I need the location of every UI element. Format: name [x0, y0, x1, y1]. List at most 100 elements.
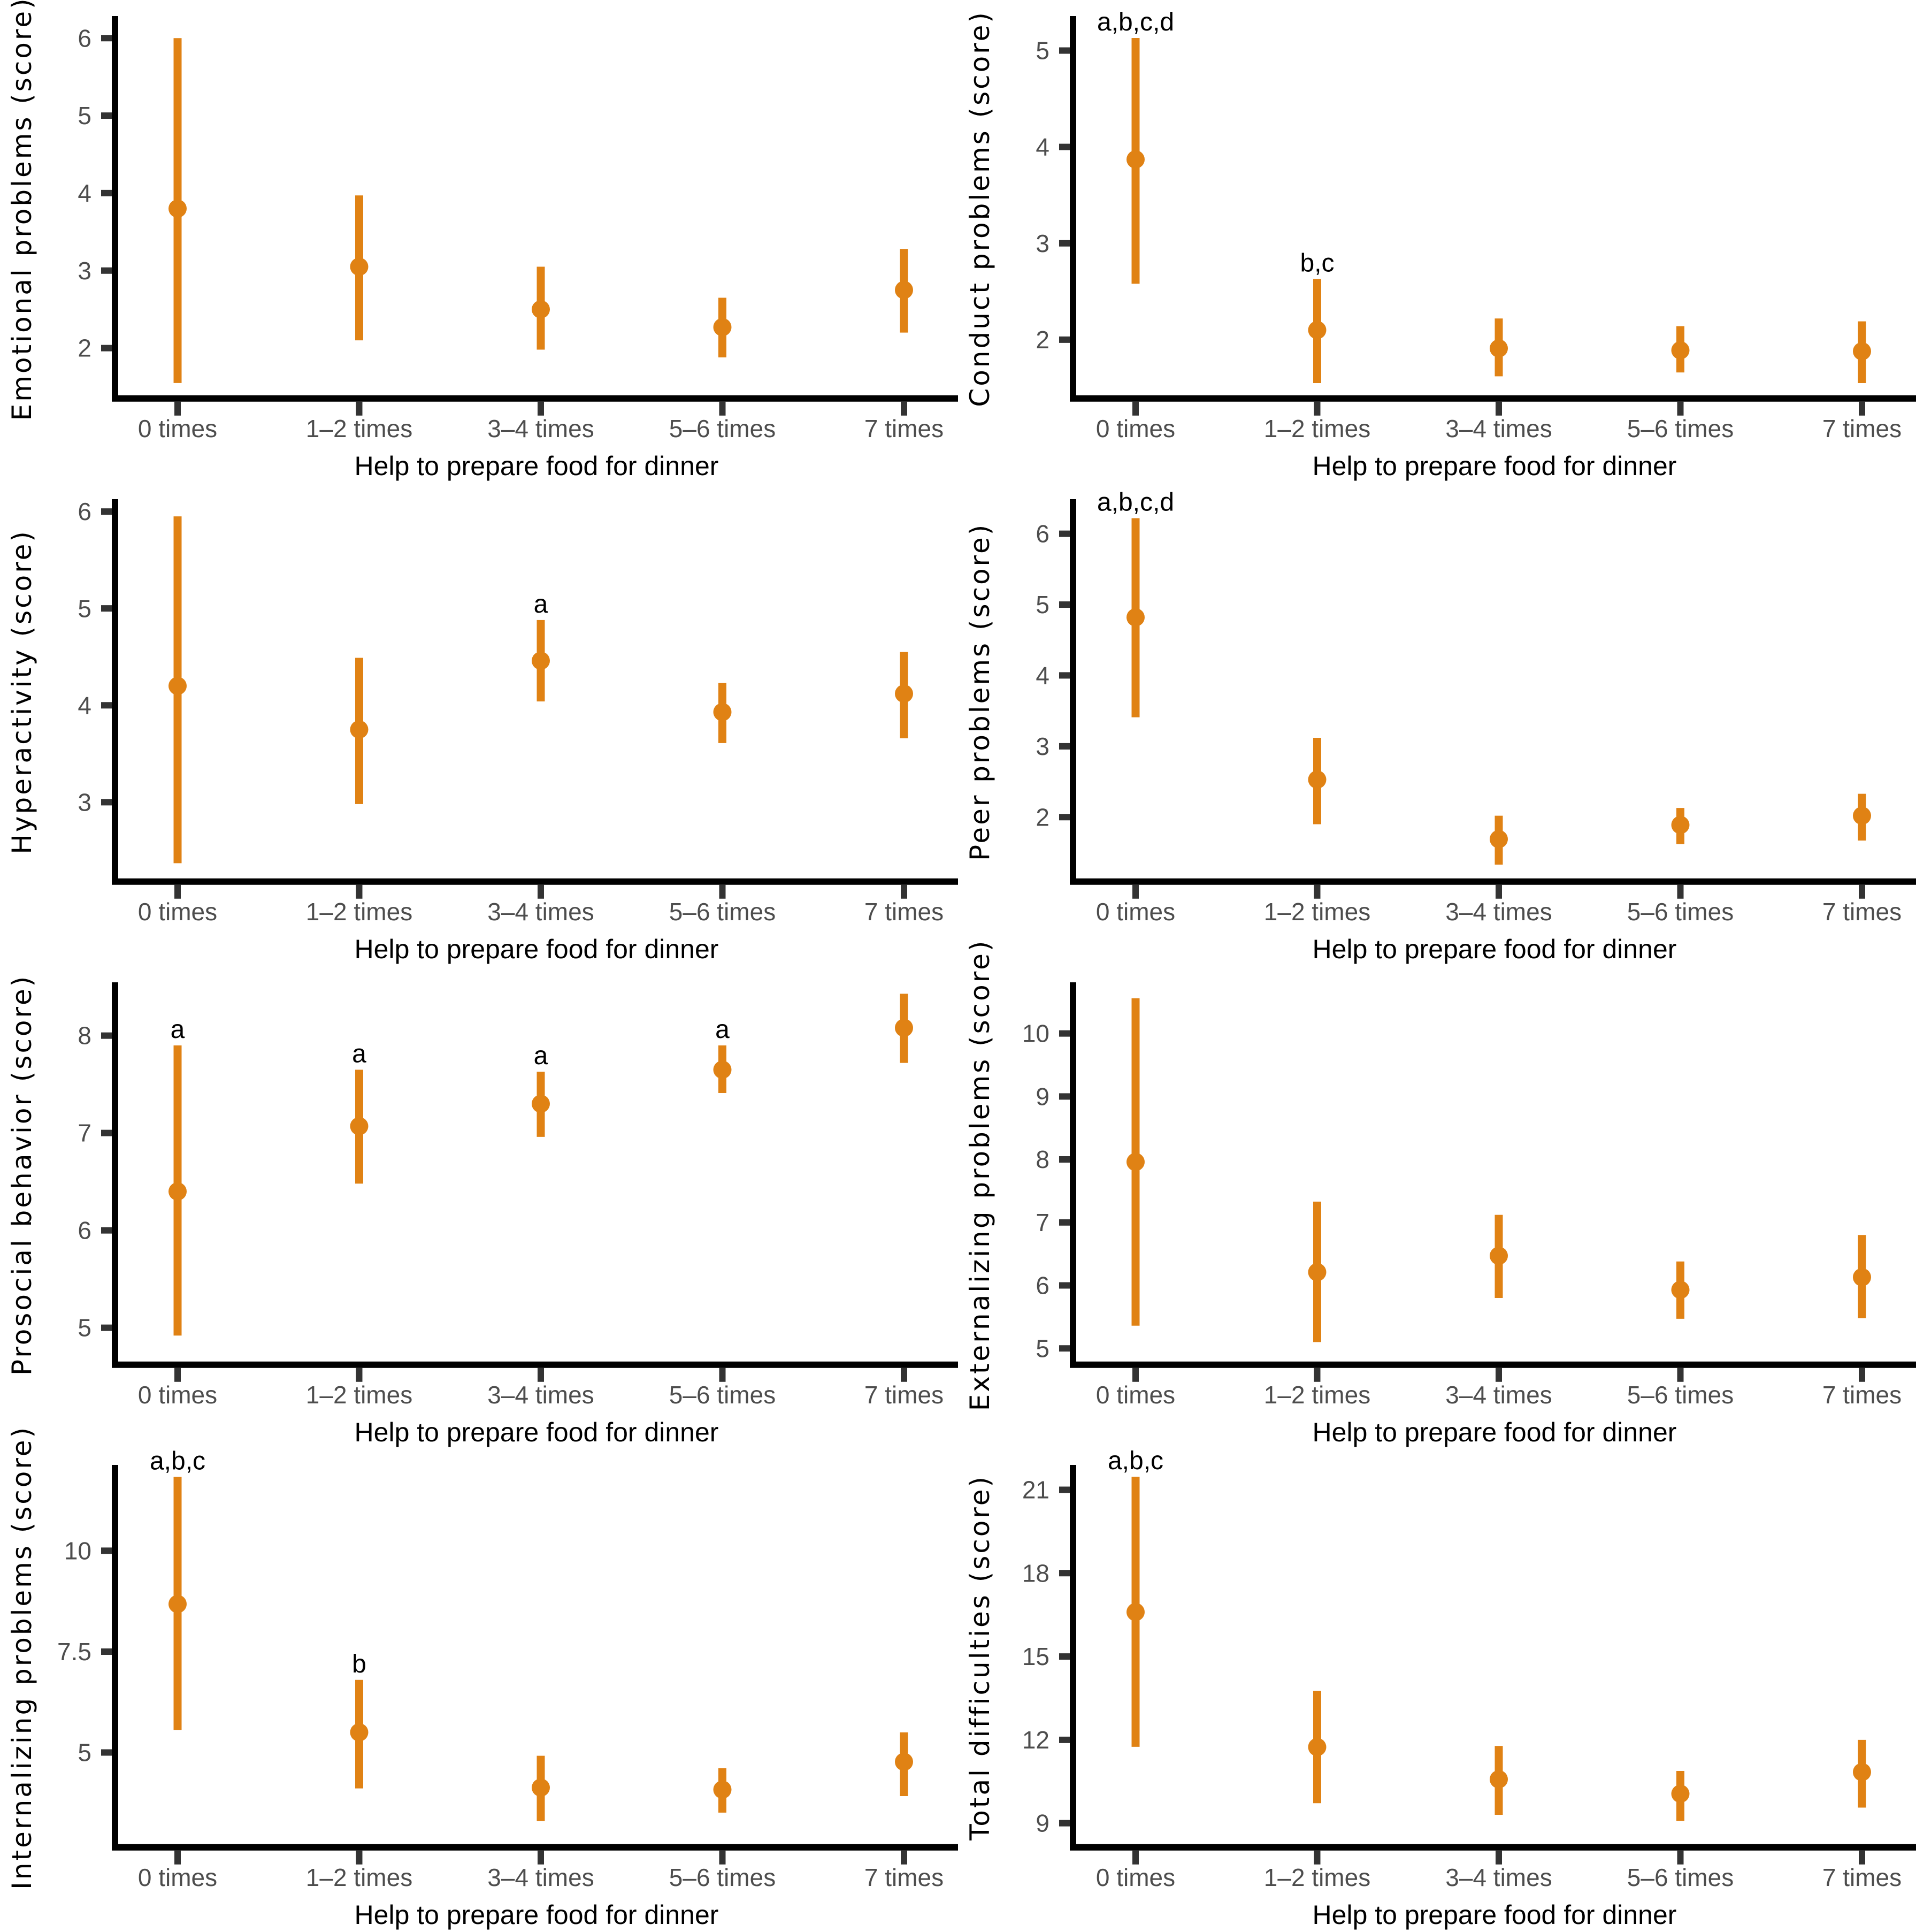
y-tick-label: 5 — [1036, 1334, 1049, 1362]
x-tick-label: 0 times — [138, 1380, 217, 1408]
significance-label: a,b,c — [150, 1447, 205, 1476]
point-marker — [1671, 341, 1690, 360]
y-tick-label: 6 — [78, 1216, 91, 1244]
point-marker — [1308, 1738, 1327, 1757]
y-tick-label: 5 — [78, 102, 91, 129]
x-tick-label: 7 times — [864, 1864, 944, 1891]
x-tick-label: 5–6 times — [1627, 1380, 1734, 1408]
x-tick-label: 0 times — [138, 1864, 217, 1891]
x-axis-title: Help to prepare food for dinner — [355, 1417, 719, 1447]
point-marker — [168, 676, 187, 695]
y-tick-label: 6 — [1036, 520, 1049, 547]
point-marker — [895, 684, 913, 703]
point-marker — [1490, 339, 1508, 358]
chart-prosocial-behavior: 5 6 7 8 0 times 1–2 times 3–4 times 5–6 times 7 … — [6, 974, 958, 1447]
x-tick-label: 1–2 times — [306, 898, 412, 926]
point-marker — [532, 300, 550, 319]
point-marker — [350, 1723, 369, 1742]
y-tick-label: 18 — [1022, 1560, 1049, 1587]
y-axis-title: Prosocial behavior (score) — [6, 974, 37, 1375]
x-tick-label: 1–2 times — [1264, 1864, 1370, 1891]
point-marker — [350, 257, 369, 276]
x-tick-label: 3–4 times — [487, 898, 594, 926]
y-axis-title: Total difficulties (score) — [964, 1475, 995, 1841]
point-marker — [1853, 1763, 1871, 1782]
point-marker — [1490, 1770, 1508, 1789]
point-marker — [1671, 1280, 1690, 1299]
panel-peer-problems: 2 3 4 5 6 0 times 1–2 times 3–4 times 5–6 times 7… — [958, 483, 1916, 966]
point-marker — [1853, 342, 1871, 361]
point-marker — [713, 318, 732, 337]
y-tick-label: 9 — [1036, 1082, 1049, 1110]
point-marker — [350, 1117, 369, 1135]
point-marker — [895, 280, 913, 299]
x-tick-label: 0 times — [138, 898, 217, 926]
significance-label: a — [715, 1015, 730, 1043]
y-tick-label: 2 — [1036, 326, 1049, 354]
point-marker — [1671, 1784, 1690, 1803]
x-tick-label: 5–6 times — [669, 1864, 776, 1891]
y-tick-label: 9 — [1036, 1809, 1049, 1837]
x-tick-label: 7 times — [1822, 1380, 1902, 1408]
point-marker — [532, 1094, 550, 1113]
point-marker — [895, 1753, 913, 1771]
x-axis-title: Help to prepare food for dinner — [1313, 1417, 1677, 1447]
y-tick-label: 10 — [64, 1537, 91, 1565]
y-tick-label: 7 — [78, 1119, 91, 1147]
point-marker — [1853, 806, 1871, 825]
y-tick-label: 21 — [1022, 1476, 1049, 1504]
y-tick-label: 8 — [78, 1021, 91, 1049]
y-tick-label: 3 — [78, 788, 91, 816]
y-axis-title: Conduct problems (score) — [964, 10, 995, 407]
panel-conduct-problems: 2 3 4 5 0 times 1–2 times 3–4 times 5–6 times 7 … — [958, 0, 1916, 483]
chart-hyperactivity: 3 4 5 6 0 times 1–2 times 3–4 times 5–6 times 7 … — [6, 498, 958, 964]
y-tick-label: 8 — [1036, 1146, 1049, 1173]
point-marker — [1490, 830, 1508, 849]
x-tick-label: 3–4 times — [487, 1864, 594, 1891]
point-marker — [1308, 1263, 1327, 1281]
x-tick-label: 5–6 times — [669, 415, 776, 442]
y-tick-label: 6 — [78, 498, 91, 525]
y-tick-label: 12 — [1022, 1726, 1049, 1754]
point-marker — [532, 651, 550, 670]
point-marker — [1671, 815, 1690, 834]
y-tick-label: 4 — [1036, 661, 1049, 689]
x-tick-label: 0 times — [138, 415, 217, 442]
y-tick-label: 4 — [1036, 133, 1049, 161]
y-tick-label: 6 — [1036, 1271, 1049, 1299]
y-axis-title: Peer problems (score) — [964, 523, 995, 861]
y-axis-title: Hyperactivity (score) — [6, 529, 37, 854]
x-tick-label: 5–6 times — [669, 1380, 776, 1408]
y-tick-label: 15 — [1022, 1643, 1049, 1670]
x-tick-label: 7 times — [1822, 898, 1902, 926]
x-tick-label: 0 times — [1096, 1380, 1175, 1408]
y-tick-label: 5 — [1036, 37, 1049, 65]
point-marker — [1126, 1152, 1145, 1171]
y-tick-label: 10 — [1022, 1019, 1049, 1047]
y-axis-title: Emotional problems (score) — [6, 0, 37, 421]
significance-label: a — [534, 1041, 548, 1070]
significance-label: a,b,c,d — [1097, 488, 1174, 516]
significance-label: a — [352, 1040, 366, 1068]
x-tick-label: 7 times — [864, 1380, 944, 1408]
x-tick-label: 7 times — [1822, 1864, 1902, 1891]
y-tick-label: 2 — [1036, 803, 1049, 831]
panel-total-difficulties: 9 12 15 18 21 0 times 1–2 times 3–4 times 5–6 ti… — [958, 1447, 1916, 1932]
x-tick-label: 3–4 times — [1445, 1380, 1552, 1408]
point-marker — [1126, 608, 1145, 627]
x-tick-label: 3–4 times — [487, 1380, 594, 1408]
chart-externalizing-problems: 5 6 7 8 9 10 0 times 1–2 times 3–4 times 5–6 time… — [964, 938, 1916, 1447]
point-marker — [713, 1781, 732, 1799]
point-marker — [168, 1595, 187, 1614]
panel-hyperactivity: 3 4 5 6 0 times 1–2 times 3–4 times 5–6 times 7 … — [0, 483, 958, 966]
significance-label: a — [171, 1015, 185, 1043]
x-tick-label: 7 times — [1822, 415, 1902, 442]
point-marker — [168, 199, 187, 218]
x-tick-label: 0 times — [1096, 898, 1175, 926]
significance-label: a,b,c,d — [1097, 8, 1174, 36]
x-tick-label: 5–6 times — [1627, 898, 1734, 926]
y-tick-label: 7.5 — [57, 1638, 91, 1666]
y-tick-label: 5 — [78, 1314, 91, 1341]
x-tick-label: 1–2 times — [1264, 898, 1370, 926]
point-marker — [713, 1060, 732, 1079]
